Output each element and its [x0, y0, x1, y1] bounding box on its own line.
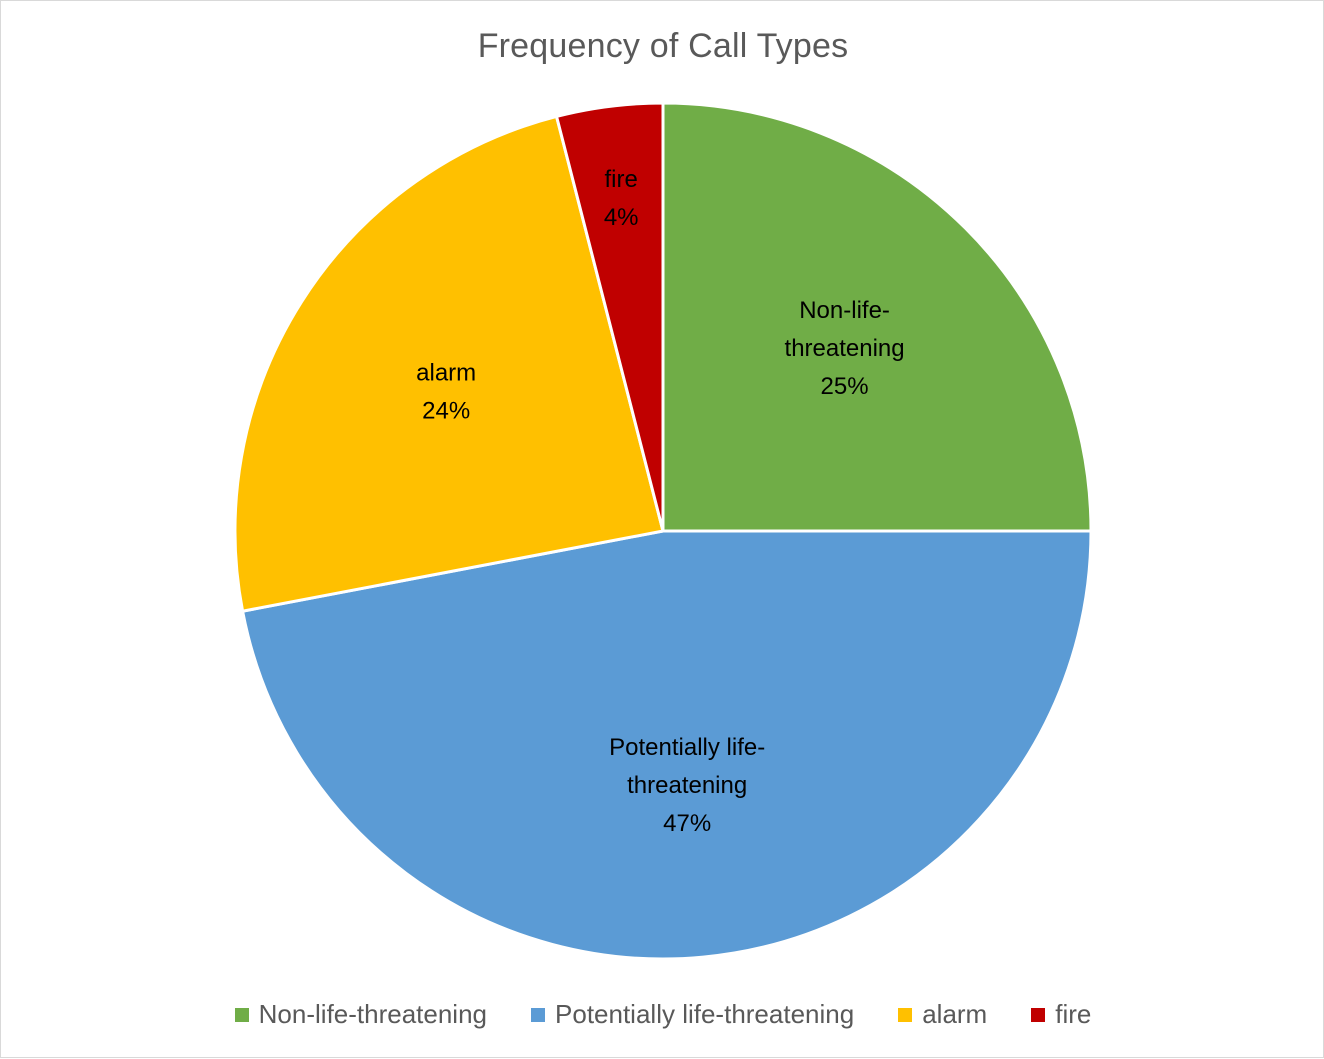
legend-label: alarm	[922, 999, 988, 1029]
legend-item-potentially-life-threatening: Potentially life-threatening	[531, 999, 854, 1030]
legend-swatch	[1031, 1007, 1046, 1022]
legend-swatch	[531, 1007, 546, 1022]
chart-title: Frequency of Call Types	[477, 27, 849, 65]
legend-item-alarm: alarm	[898, 999, 987, 1030]
legend-item-non-life-threatening: Non-life-threatening	[234, 999, 488, 1030]
pie-slice-alarm	[233, 114, 665, 613]
data-label-value: 47%	[663, 810, 711, 837]
data-label-value: 4%	[604, 204, 639, 231]
pie-slice-fire	[554, 101, 665, 532]
data-label-category: Potentially life-	[609, 734, 765, 761]
legend-label: Potentially life-threatening	[555, 999, 855, 1029]
data-label-category: threatening	[627, 772, 747, 799]
data-label-category: alarm	[416, 360, 476, 387]
data-label-category: Non-life-	[799, 297, 890, 324]
legend-label: fire	[1055, 999, 1092, 1029]
chart-legend: Non-life-threatening Potentially life-th…	[1, 999, 1324, 1030]
data-label-non-life-threatening: Non-life-threatening 25%	[785, 297, 905, 400]
data-label-potentially-life-threatening: Potentially life-threatening 47%	[609, 734, 765, 837]
data-label-category: fire	[604, 166, 637, 193]
pie-slice-potentially-life-threatening	[240, 529, 1093, 961]
pie-slice-non-life-threatening	[661, 101, 1093, 533]
data-label-fire: fire 4%	[604, 166, 639, 231]
legend-label: Non-life-threatening	[258, 999, 488, 1029]
legend-item-fire: fire	[1031, 999, 1091, 1030]
data-label-category: threatening	[785, 335, 905, 362]
legend-swatch	[898, 1007, 913, 1022]
data-label-value: 24%	[422, 398, 470, 425]
data-label-value: 25%	[821, 373, 869, 400]
data-label-alarm: alarm 24%	[416, 360, 476, 425]
legend-swatch	[234, 1007, 249, 1022]
